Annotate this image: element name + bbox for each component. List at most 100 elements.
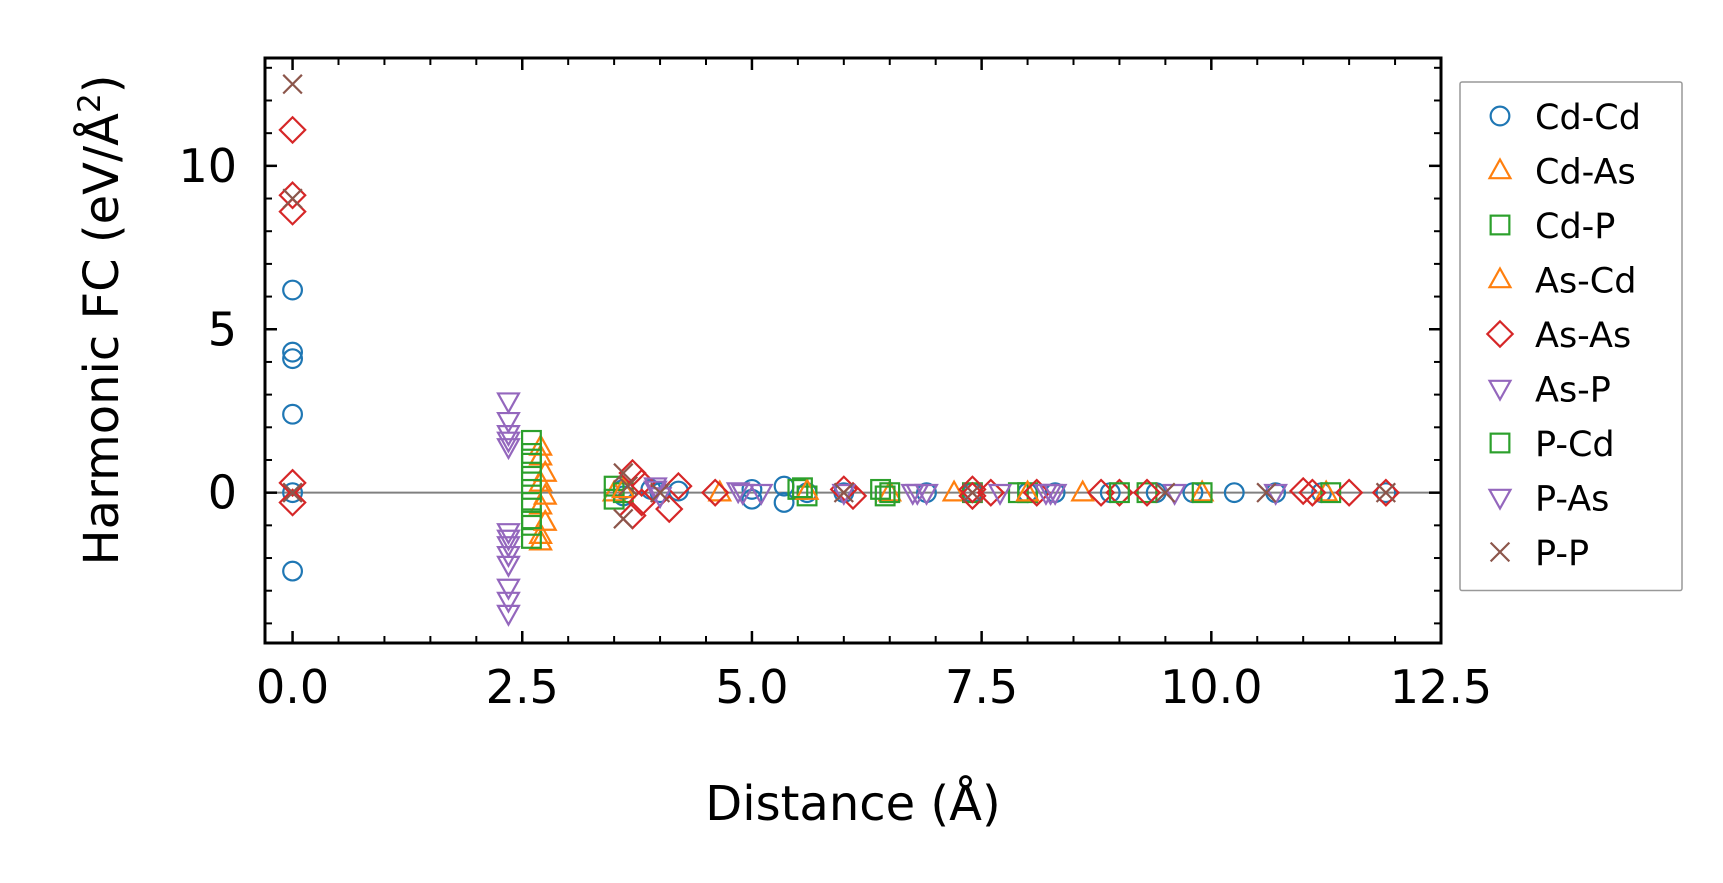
data-point: [1022, 478, 1051, 507]
y-tick-label: 5: [208, 302, 237, 356]
plot-frame: [263, 56, 1443, 645]
data-point: [496, 529, 521, 552]
data-point: [282, 279, 304, 301]
data-point: [496, 578, 521, 601]
data-point: [1320, 482, 1342, 504]
data-point: [617, 476, 639, 497]
y-axis-title: Harmonic FC (eV/Å2): [72, 75, 130, 566]
legend-marker: [1487, 379, 1513, 402]
legend-marker: [1487, 488, 1513, 511]
data-point: [282, 403, 304, 425]
x-marker-stroke: [1375, 482, 1397, 503]
x-marker-stroke: [617, 476, 639, 497]
data-point: [741, 478, 763, 500]
data-point: [730, 483, 756, 506]
legend-label: P-Cd: [1535, 425, 1615, 465]
x-marker-stroke: [962, 482, 983, 503]
data-point: [1334, 478, 1364, 507]
x-marker-stroke: [613, 462, 634, 484]
data-point: [1191, 482, 1213, 504]
x-marker-stroke: [613, 508, 634, 529]
legend-marker: [1487, 157, 1513, 180]
data-point: [520, 465, 542, 487]
data-point: [649, 482, 671, 503]
data-point: [962, 482, 983, 503]
data-point: [958, 481, 987, 511]
data-point: [496, 545, 521, 569]
data-point: [1132, 478, 1162, 507]
legend-marker: [1489, 432, 1511, 454]
data-point: [520, 508, 542, 530]
data-point: [282, 74, 303, 95]
data-point: [520, 492, 542, 513]
legend-marker: [1489, 105, 1511, 127]
axes: 0.0 2.5 5.0 7.5 10.0 12.5 0 5 10: [178, 56, 1492, 714]
x-tick-label: 10.0: [1160, 660, 1262, 714]
data-point: [741, 488, 763, 510]
data-point: [879, 482, 901, 504]
data-point: [914, 483, 939, 506]
legend-marker: [1489, 214, 1511, 236]
data-point: [987, 483, 1013, 506]
data-point: [613, 508, 634, 529]
x-tick-label: 0.0: [256, 660, 329, 714]
series-p-as: [496, 480, 1063, 569]
legend-label: As-P: [1535, 371, 1611, 411]
x-tick-label: 12.5: [1390, 660, 1492, 714]
legend-entry: P-As: [1487, 480, 1609, 520]
legend-entry: Cd-P: [1489, 207, 1615, 247]
x-marker-stroke: [282, 74, 303, 95]
legend-entry: As-Cd: [1487, 262, 1636, 302]
data-point: [282, 560, 304, 582]
legend-marker: [1489, 541, 1511, 563]
data-point: [496, 523, 521, 546]
data-point: [496, 411, 521, 435]
legend-label: Cd-Cd: [1535, 98, 1641, 138]
data-point: [725, 482, 751, 505]
y-axis-title-main: Harmonic FC (eV/Å: [73, 113, 130, 566]
data-point: [282, 348, 304, 370]
data-point: [282, 188, 303, 209]
data-points: [278, 74, 1401, 627]
data-point: [496, 591, 521, 614]
data-point: [1108, 482, 1130, 504]
data-point: [748, 483, 774, 506]
data-point: [874, 485, 896, 507]
data-point: [700, 478, 730, 507]
legend-label: Cd-P: [1535, 207, 1615, 247]
legend-entry: P-Cd: [1489, 425, 1615, 465]
data-point: [1189, 479, 1215, 502]
data-point: [1136, 482, 1158, 504]
x-marker-stroke: [1256, 482, 1277, 503]
data-point: [627, 488, 656, 517]
data-point: [278, 488, 307, 517]
data-point: [1070, 479, 1096, 502]
legend-entry: Cd-Cd: [1489, 98, 1641, 138]
data-point: [496, 604, 521, 627]
x-tick-label: 5.0: [715, 660, 788, 714]
x-marker-stroke: [282, 482, 303, 503]
data-point: [773, 492, 795, 513]
x-tick-label: 7.5: [945, 660, 1018, 714]
data-point: [1038, 483, 1063, 506]
data-point: [496, 425, 521, 448]
data-point: [528, 528, 553, 551]
data-point: [278, 115, 307, 145]
data-point: [282, 341, 304, 363]
data-point: [282, 482, 304, 504]
x-tick-label: 2.5: [486, 660, 559, 714]
data-point: [792, 477, 813, 499]
data-point: [1015, 479, 1040, 502]
data-point: [613, 462, 634, 484]
legend-label: As-As: [1535, 316, 1631, 356]
x-marker-stroke: [1489, 541, 1511, 563]
data-point: [1371, 478, 1401, 507]
data-point: [1223, 482, 1245, 504]
series-p-p: [282, 74, 1397, 529]
legend: Cd-Cd Cd-As Cd-P As-Cd As-As As-P P-Cd P-As P-P: [1459, 81, 1683, 592]
data-point: [941, 479, 967, 502]
legend-label: As-Cd: [1535, 262, 1636, 302]
data-point: [496, 438, 521, 461]
